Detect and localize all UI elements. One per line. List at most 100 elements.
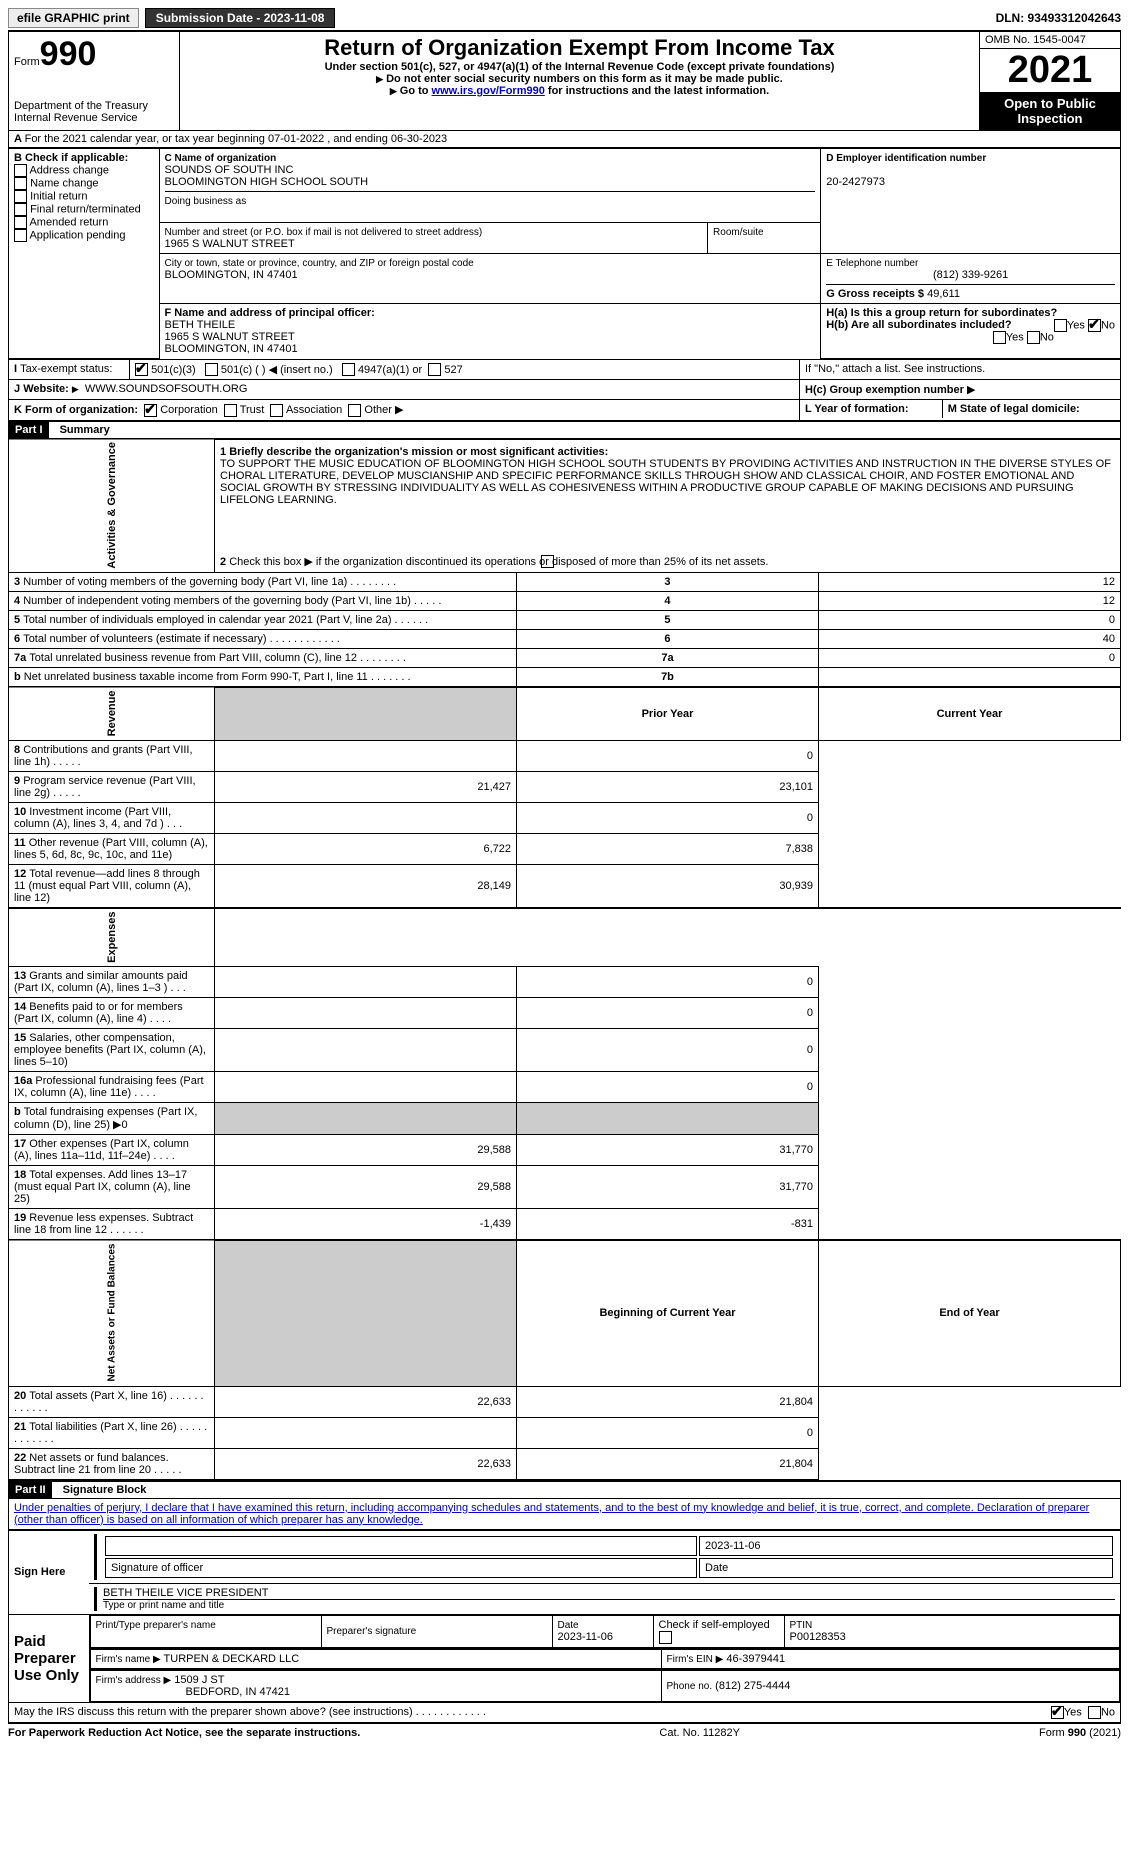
firm-name-value: TURPEN & DECKARD LLC bbox=[164, 1653, 300, 1665]
prior-year-header: Prior Year bbox=[517, 687, 819, 740]
no-label-2: No bbox=[1040, 331, 1054, 343]
dba-label: Doing business as bbox=[165, 196, 247, 207]
entity-info-table: B Check if applicable: Address change Na… bbox=[8, 148, 1121, 359]
side-label-netassets: Net Assets or Fund Balances bbox=[9, 1240, 215, 1386]
hc-label: H(c) Group exemption number bbox=[805, 384, 964, 396]
ptin-label: PTIN bbox=[790, 1620, 813, 1631]
may-irs-discuss: May the IRS discuss this return with the… bbox=[14, 1706, 486, 1718]
current-value: 0 bbox=[517, 1029, 819, 1072]
prior-value bbox=[215, 967, 517, 998]
current-value: 0 bbox=[517, 803, 819, 834]
status-website-table: I Tax-exempt status: 501(c)(3) 501(c) ( … bbox=[8, 359, 1121, 422]
line-value: 0 bbox=[818, 649, 1120, 668]
b-option-checkbox[interactable] bbox=[14, 203, 27, 216]
q2-checkbox[interactable] bbox=[541, 555, 554, 568]
e-phone-value: (812) 339-9261 bbox=[826, 269, 1115, 281]
b-option-checkbox[interactable] bbox=[14, 164, 27, 177]
prep-date-value: 2023-11-06 bbox=[558, 1631, 613, 1643]
k-form-org-label: K Form of organization: bbox=[14, 404, 138, 416]
pra-notice: For Paperwork Reduction Act Notice, see … bbox=[8, 1727, 360, 1739]
part1-title: Summary bbox=[52, 424, 110, 436]
i-insert-label: (insert no.) bbox=[280, 364, 333, 376]
cat-no: Cat. No. 11282Y bbox=[659, 1727, 740, 1739]
ha-yes-checkbox[interactable] bbox=[1054, 319, 1067, 332]
prep-name-label: Print/Type preparer's name bbox=[96, 1620, 216, 1631]
line-value: 12 bbox=[818, 592, 1120, 611]
may-irs-yes-checkbox[interactable] bbox=[1051, 1706, 1064, 1719]
declaration-link[interactable]: Under penalties of perjury, I declare th… bbox=[14, 1502, 1089, 1526]
b-option-label: Address change bbox=[29, 164, 109, 176]
sign-here-label: Sign Here bbox=[9, 1530, 90, 1614]
b-option-checkbox[interactable] bbox=[14, 190, 27, 203]
no-label: No bbox=[1101, 319, 1115, 331]
f-officer-addr2: BLOOMINGTON, IN 47401 bbox=[165, 343, 298, 355]
firm-addr1-value: 1509 J ST bbox=[174, 1674, 224, 1686]
k-corp-checkbox[interactable] bbox=[144, 404, 157, 417]
prior-value bbox=[215, 1029, 517, 1072]
i-501c-checkbox[interactable] bbox=[205, 363, 218, 376]
part1-header: Part I bbox=[9, 422, 49, 438]
hb-yes-checkbox[interactable] bbox=[993, 331, 1006, 344]
side-label-governance: Activities & Governance bbox=[9, 439, 215, 573]
line-num: 3 bbox=[517, 573, 819, 592]
signature-table: Sign Here 2023-11-06 Signature of office… bbox=[8, 1530, 1121, 1723]
sig-officer-label: Signature of officer bbox=[105, 1558, 697, 1578]
part2-header: Part II bbox=[9, 1482, 52, 1498]
city-label: City or town, state or province, country… bbox=[165, 258, 474, 269]
i-tax-exempt-label: Tax-exempt status: bbox=[20, 363, 112, 375]
ha-label: H(a) Is this a group return for subordin… bbox=[826, 307, 1057, 319]
k-trust-checkbox[interactable] bbox=[224, 404, 237, 417]
part2-title: Signature Block bbox=[55, 1484, 147, 1496]
ptin-value: P00128353 bbox=[790, 1631, 846, 1643]
g-gross-label: G Gross receipts $ bbox=[826, 288, 927, 300]
current-value: 21,804 bbox=[517, 1448, 819, 1479]
i-527-label: 527 bbox=[444, 364, 462, 376]
j-website-value: WWW.SOUNDSOFSOUTH.ORG bbox=[85, 383, 248, 395]
current-value: 0 bbox=[517, 967, 819, 998]
yes-label-2: Yes bbox=[1006, 331, 1024, 343]
line-num: 7b bbox=[517, 668, 819, 688]
prior-value: 22,633 bbox=[215, 1386, 517, 1417]
perjury-declaration: Under penalties of perjury, I declare th… bbox=[8, 1499, 1121, 1530]
irs-link[interactable]: www.irs.gov/Form990 bbox=[432, 85, 545, 97]
firm-ein-label: Firm's EIN ▶ bbox=[667, 1654, 724, 1665]
firm-phone-label: Phone no. bbox=[667, 1681, 713, 1692]
b-option-label: Name change bbox=[30, 177, 99, 189]
form-footer: Form 990 (2021) bbox=[1039, 1727, 1121, 1739]
org-name-1: SOUNDS OF SOUTH INC bbox=[165, 164, 294, 176]
i-4947-checkbox[interactable] bbox=[342, 363, 355, 376]
ha-no-checkbox[interactable] bbox=[1088, 319, 1101, 332]
tax-year: 2021 bbox=[980, 49, 1120, 92]
k-corp-label: Corporation bbox=[160, 404, 217, 416]
form-title: Return of Organization Exempt From Incom… bbox=[185, 35, 974, 61]
irs-label: Internal Revenue Service bbox=[14, 112, 174, 124]
d-ein-label: D Employer identification number bbox=[826, 153, 986, 164]
prep-sig-label: Preparer's signature bbox=[327, 1626, 417, 1637]
k-assoc-label: Association bbox=[286, 404, 342, 416]
efile-print-button[interactable]: efile GRAPHIC print bbox=[8, 8, 139, 28]
i-527-checkbox[interactable] bbox=[428, 363, 441, 376]
line-value: 0 bbox=[818, 611, 1120, 630]
k-other-checkbox[interactable] bbox=[348, 404, 361, 417]
hb-no-checkbox[interactable] bbox=[1027, 331, 1040, 344]
q1-mission-text: TO SUPPORT THE MUSIC EDUCATION OF BLOOMI… bbox=[220, 458, 1115, 506]
b-option-checkbox[interactable] bbox=[14, 229, 27, 242]
dln-label: DLN: 93493312042643 bbox=[996, 11, 1121, 25]
self-employed-checkbox[interactable] bbox=[659, 1631, 672, 1644]
k-assoc-checkbox[interactable] bbox=[270, 404, 283, 417]
current-value: 0 bbox=[517, 1072, 819, 1103]
line-a-tax-year: A For the 2021 calendar year, or tax yea… bbox=[8, 131, 1121, 148]
may-irs-no-checkbox[interactable] bbox=[1088, 1706, 1101, 1719]
b-option-checkbox[interactable] bbox=[14, 216, 27, 229]
prep-self-emp-label: Check if self-employed bbox=[659, 1619, 770, 1631]
line-num: 6 bbox=[517, 630, 819, 649]
city-state-zip: BLOOMINGTON, IN 47401 bbox=[165, 269, 298, 281]
goto-post: for instructions and the latest informat… bbox=[545, 85, 769, 97]
boy-header: Beginning of Current Year bbox=[517, 1240, 819, 1386]
submission-date-button[interactable]: Submission Date - 2023-11-08 bbox=[145, 8, 336, 28]
prior-value: 6,722 bbox=[215, 834, 517, 865]
i-501c3-checkbox[interactable] bbox=[135, 363, 148, 376]
form-subtitle-1: Under section 501(c), 527, or 4947(a)(1)… bbox=[185, 61, 974, 73]
b-option-checkbox[interactable] bbox=[14, 177, 27, 190]
f-officer-addr1: 1965 S WALNUT STREET bbox=[165, 331, 295, 343]
